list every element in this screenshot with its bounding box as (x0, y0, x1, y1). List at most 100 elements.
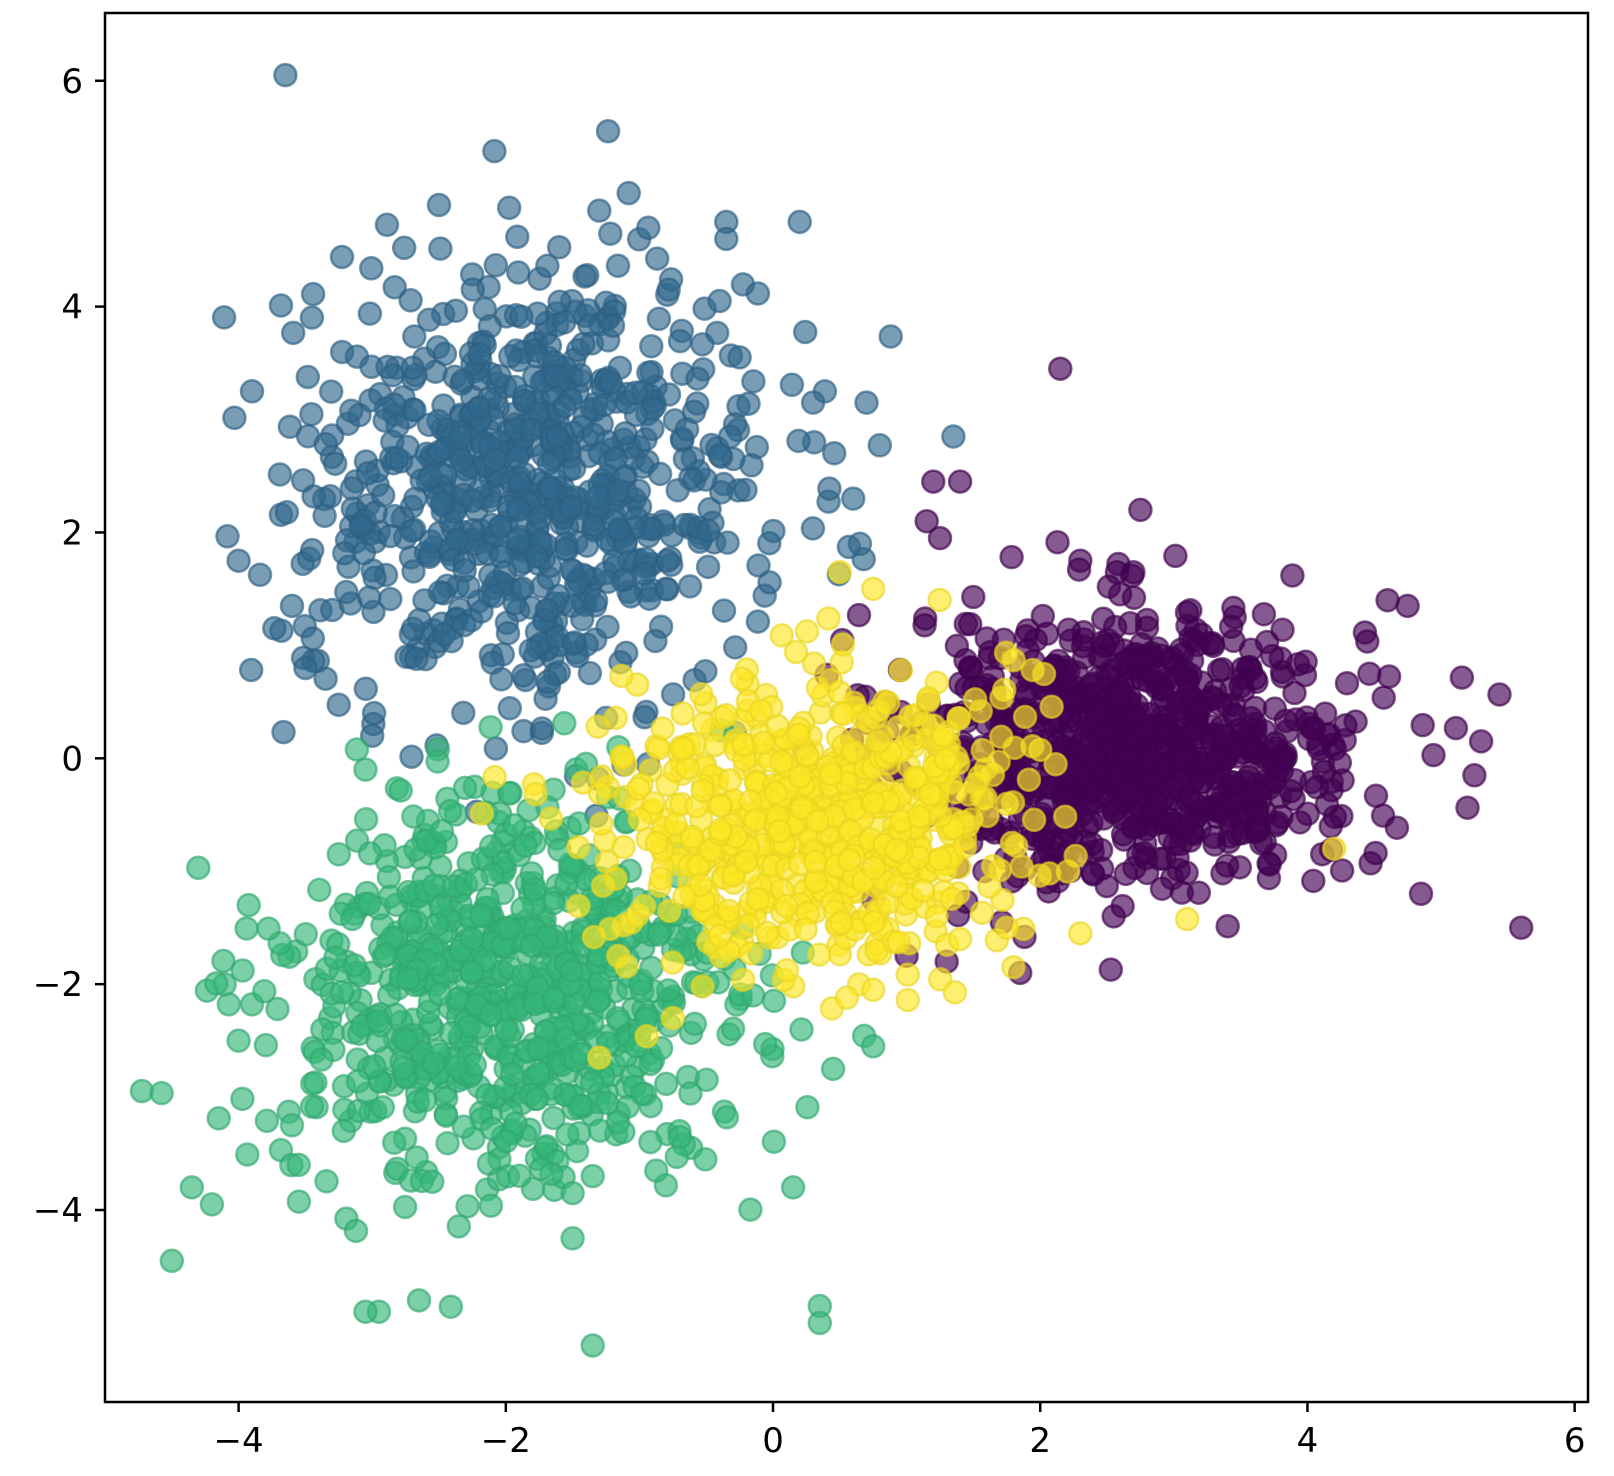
scatter-point (509, 304, 534, 329)
scatter-point (1210, 657, 1235, 682)
scatter-point (478, 834, 504, 859)
scatter-point (1096, 574, 1122, 599)
scatter-point (1487, 682, 1512, 707)
scatter-point (286, 1189, 312, 1214)
scatter-point (645, 922, 671, 947)
scatter-point (230, 958, 255, 983)
scatter-point (611, 834, 636, 860)
scatter-point (526, 1035, 552, 1061)
scatter-point (594, 849, 620, 875)
scatter-point (650, 716, 675, 741)
scatter-point (538, 476, 564, 501)
scatter-point (523, 781, 548, 807)
scatter-point (707, 288, 732, 314)
scatter-point (609, 663, 634, 689)
scatter-point (957, 611, 983, 637)
scatter-point (206, 1106, 231, 1131)
scatter-point (543, 363, 568, 389)
scatter-point (975, 803, 1000, 829)
scatter-point (247, 562, 273, 588)
scatter-point (1068, 921, 1093, 946)
scatter-point (1128, 497, 1153, 523)
scatter-point (761, 1129, 787, 1154)
scatter-point (293, 655, 318, 681)
scatter-point (186, 855, 211, 881)
scatter-point (1052, 804, 1078, 829)
scatter-point (1270, 664, 1295, 689)
scatter-point (720, 1016, 746, 1042)
scatter-point (606, 478, 631, 503)
scatter-point (924, 904, 949, 929)
scatter-point (566, 835, 591, 860)
scatter-point (947, 469, 973, 494)
scatter-point (1455, 795, 1480, 820)
scatter-point (967, 764, 992, 789)
scatter-point (802, 849, 828, 874)
scatter-point (498, 344, 523, 369)
scatter-point (714, 1105, 740, 1130)
scatter-point (513, 833, 538, 858)
scatter-point (854, 390, 879, 415)
scatter-point (159, 1248, 185, 1274)
scatter-point (452, 775, 478, 801)
scatter-point (421, 873, 447, 898)
scatter-point (552, 711, 577, 736)
scatter-point (216, 992, 242, 1017)
scatter-point (443, 298, 469, 323)
scatter-point (841, 739, 866, 764)
scatter-point (969, 900, 995, 925)
scatter-point (807, 1310, 833, 1336)
scatter-point (1002, 735, 1027, 761)
scatter-point (293, 921, 319, 947)
scatter-point (1212, 723, 1238, 749)
scatter-point (745, 886, 771, 912)
scatter-point (816, 606, 841, 631)
scatter-point (459, 926, 485, 951)
scatter-point (538, 806, 564, 831)
scatter-point (688, 681, 714, 707)
scatter-point (623, 402, 649, 428)
scatter-point (1163, 543, 1188, 569)
scatter-point (502, 813, 527, 838)
y-tick-label: 4 (61, 288, 83, 328)
scatter-point (586, 988, 611, 1014)
scatter-point (1068, 548, 1093, 573)
scatter-point (396, 966, 421, 992)
scatter-point (717, 768, 743, 793)
scatter-point (901, 727, 926, 752)
scatter-point (1208, 692, 1233, 717)
scatter-point (402, 324, 427, 349)
scatter-point (234, 916, 259, 941)
scatter-point (1179, 820, 1205, 845)
scatter-point (535, 253, 560, 279)
scatter-point (681, 399, 707, 424)
scatter-point (860, 977, 886, 1003)
scatter-point (685, 366, 710, 391)
scatter-point (314, 1169, 339, 1194)
series-3-points (469, 559, 1347, 1070)
scatter-point (455, 1193, 480, 1219)
scatter-point (733, 477, 758, 503)
scatter-point (547, 289, 572, 315)
scatter-point (660, 1005, 686, 1031)
scatter-point (678, 1081, 703, 1106)
scatter-point (199, 1192, 225, 1217)
scatter-point (446, 1214, 472, 1239)
scatter-point (644, 830, 670, 856)
scatter-point (884, 874, 910, 899)
scatter-point (1039, 694, 1064, 719)
scatter-point (277, 414, 303, 439)
scatter-point (656, 382, 682, 407)
scatter-point (226, 1028, 251, 1053)
scatter-point (559, 958, 584, 984)
y-tick-label: −4 (33, 1191, 83, 1231)
scatter-point (526, 1061, 552, 1086)
scatter-point (418, 529, 444, 554)
scatter-point (478, 1002, 503, 1027)
scatter-point (339, 476, 365, 501)
scatter-point (946, 705, 972, 731)
scatter-point (598, 370, 624, 396)
scatter-point (644, 1158, 669, 1183)
scatter-point (888, 658, 914, 683)
scatter-point (467, 342, 492, 367)
